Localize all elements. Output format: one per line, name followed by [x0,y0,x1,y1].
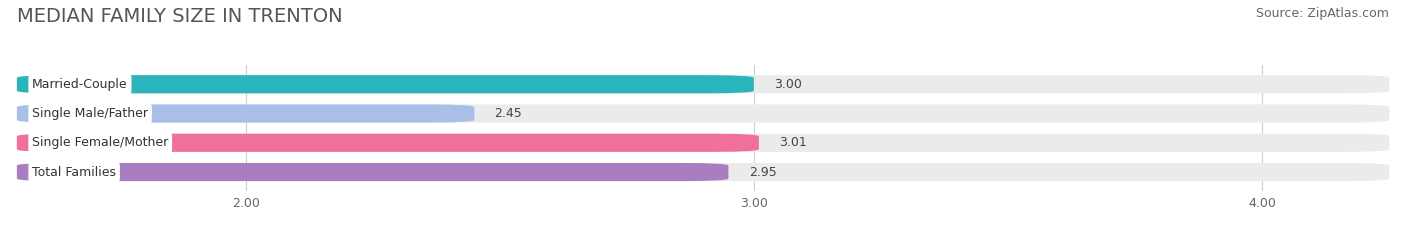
FancyBboxPatch shape [17,75,1389,93]
Text: Married-Couple: Married-Couple [32,78,128,91]
FancyBboxPatch shape [17,134,759,152]
FancyBboxPatch shape [17,134,1389,152]
Text: 3.00: 3.00 [775,78,801,91]
Text: 2.45: 2.45 [495,107,523,120]
FancyBboxPatch shape [17,163,1389,181]
Text: Total Families: Total Families [32,165,117,178]
FancyBboxPatch shape [17,163,728,181]
FancyBboxPatch shape [17,104,474,123]
Text: Single Male/Father: Single Male/Father [32,107,148,120]
Text: 2.95: 2.95 [749,165,776,178]
Text: Single Female/Mother: Single Female/Mother [32,136,169,149]
FancyBboxPatch shape [17,75,754,93]
Text: MEDIAN FAMILY SIZE IN TRENTON: MEDIAN FAMILY SIZE IN TRENTON [17,7,343,26]
Text: Source: ZipAtlas.com: Source: ZipAtlas.com [1256,7,1389,20]
Text: 3.01: 3.01 [779,136,807,149]
FancyBboxPatch shape [17,104,1389,123]
